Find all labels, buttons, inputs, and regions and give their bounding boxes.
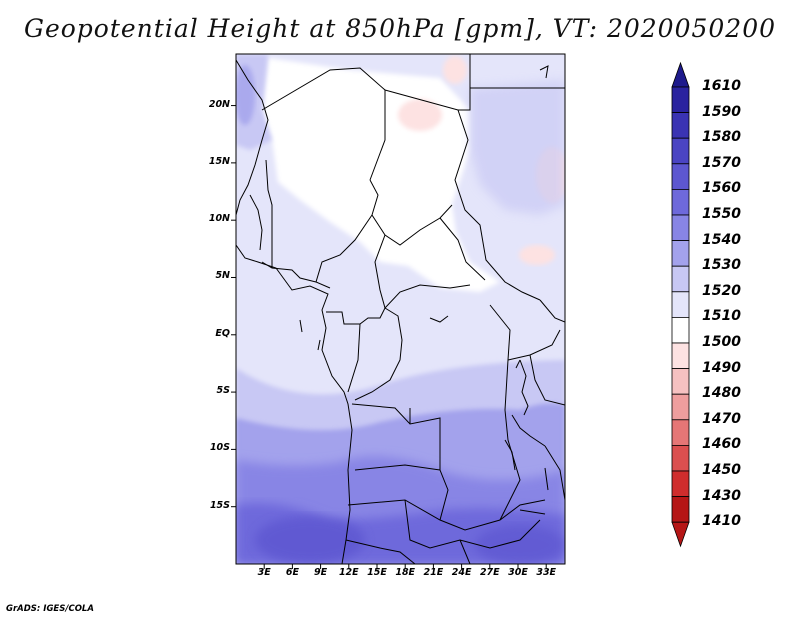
colorbar-segment (671, 137, 690, 165)
colorbar-segment (671, 496, 690, 523)
colorbar-segment (671, 240, 690, 267)
colorbar-label: 1590 (702, 103, 741, 120)
colorbar-segment (671, 342, 690, 370)
lat-label: 20N (208, 98, 230, 110)
colorbar-segment (671, 214, 690, 242)
colorbar-segment (671, 163, 690, 190)
colorbar-label: 1610 (702, 78, 741, 94)
colorbar-label: 1580 (702, 129, 741, 146)
lon-label: 3E (257, 567, 271, 578)
colorbar-label: 1540 (702, 231, 741, 248)
lat-label: 15N (208, 155, 230, 167)
lon-label: 12E (338, 567, 359, 578)
colorbar-label: 1410 (702, 513, 741, 530)
grads-credit: GrADS: IGES/COLA (6, 604, 94, 614)
lon-label: 9E (314, 567, 328, 578)
colorbar-segment (671, 188, 690, 216)
colorbar-segment (671, 316, 690, 344)
height-field (236, 54, 565, 564)
colorbar-label: 1510 (702, 308, 741, 325)
colorbar-max-triangle (671, 61, 690, 88)
colorbar-segment (671, 265, 690, 293)
axis-ticks (231, 105, 547, 569)
lon-label: 15E (367, 567, 387, 578)
colorbar-label: 1450 (702, 462, 741, 478)
colorbar-segment (671, 112, 690, 139)
lon-label: 24E (451, 567, 472, 578)
lon-label: 6E (285, 567, 299, 578)
colorbar-label: 1460 (702, 436, 741, 453)
lat-label: EQ (215, 327, 230, 339)
colorbar-min-triangle (671, 521, 690, 548)
colorbar-label: 1570 (702, 154, 741, 171)
colorbar-segment (671, 419, 690, 446)
colorbar-segment (671, 291, 690, 318)
lat-label: 10S (209, 442, 230, 454)
lon-label: 21E (423, 567, 444, 578)
plot-frame (235, 53, 566, 565)
lon-label: 27E (479, 567, 500, 578)
lon-label: 33E (536, 567, 557, 578)
colorbar (671, 61, 690, 548)
colorbar-label: 1430 (702, 487, 741, 504)
country-borders (236, 54, 565, 564)
lat-label: 10N (208, 213, 230, 225)
colorbar-label: 1470 (702, 410, 741, 427)
colorbar-segment (671, 444, 690, 472)
map-title: Geopotential Height at 850hPa [gpm], VT:… (23, 14, 777, 43)
colorbar-label: 1550 (702, 206, 741, 222)
lon-label: 30E (508, 567, 528, 578)
colorbar-segment (671, 368, 690, 395)
colorbar-label: 1480 (702, 385, 741, 402)
colorbar-label: 1520 (702, 282, 741, 299)
colorbar-label: 1490 (702, 359, 741, 376)
lat-label: 5S (216, 385, 230, 397)
colorbar-segment (671, 470, 690, 498)
colorbar-segment (671, 393, 690, 421)
colorbar-label: 1530 (702, 257, 741, 274)
lon-label: 18E (395, 567, 416, 578)
colorbar-label: 1560 (702, 180, 741, 197)
lat-label: 15S (209, 499, 230, 511)
lat-label: 5N (215, 270, 230, 282)
colorbar-label: 1500 (702, 334, 741, 350)
colorbar-segment (671, 86, 690, 114)
